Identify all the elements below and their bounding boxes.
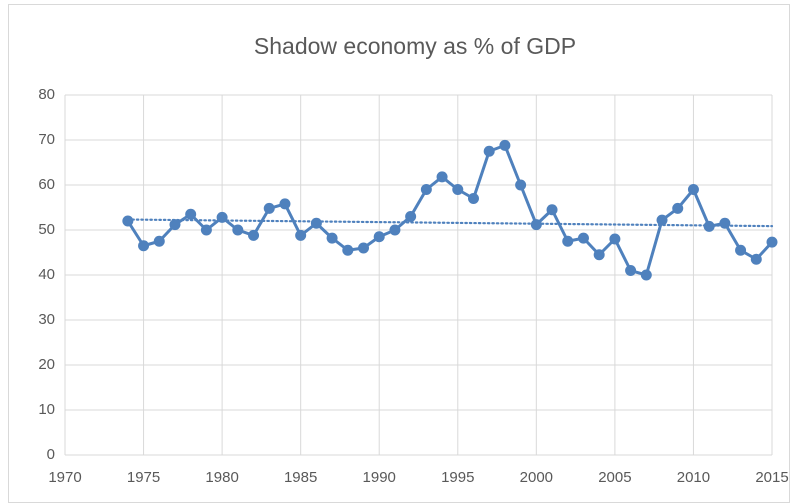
data-point bbox=[358, 242, 370, 254]
data-point bbox=[279, 198, 291, 210]
trendline bbox=[126, 218, 774, 228]
y-tick-label: 10 bbox=[38, 401, 55, 418]
chart-border bbox=[8, 4, 790, 503]
data-point bbox=[405, 211, 417, 222]
x-tick-label: 1995 bbox=[441, 469, 474, 486]
data-point bbox=[295, 229, 307, 241]
y-tick-label: 80 bbox=[38, 86, 55, 103]
data-point bbox=[185, 208, 197, 220]
data-point bbox=[436, 171, 448, 183]
data-point bbox=[703, 220, 715, 232]
x-tick-label: 1975 bbox=[127, 469, 160, 486]
data-point bbox=[200, 224, 212, 236]
data-point bbox=[310, 217, 322, 229]
y-tick-label: 60 bbox=[38, 176, 55, 193]
x-tick-label: 2010 bbox=[677, 469, 710, 486]
data-point bbox=[766, 236, 778, 248]
data-point bbox=[169, 219, 181, 231]
data-point bbox=[593, 249, 605, 261]
y-tick-label: 20 bbox=[38, 356, 55, 373]
data-point bbox=[420, 184, 432, 195]
x-tick-label: 2015 bbox=[755, 469, 788, 486]
x-tick-label: 1970 bbox=[48, 469, 81, 486]
x-tick-label: 2000 bbox=[520, 469, 553, 486]
x-tick-label: 2005 bbox=[598, 469, 631, 486]
data-point bbox=[719, 217, 731, 229]
data-point bbox=[687, 184, 699, 195]
y-tick-label: 30 bbox=[38, 311, 55, 328]
data-point bbox=[373, 231, 385, 243]
data-point bbox=[625, 265, 637, 276]
data-point bbox=[735, 244, 747, 256]
data-point bbox=[138, 240, 150, 252]
x-tick-label: 1985 bbox=[284, 469, 317, 486]
y-tick-label: 50 bbox=[38, 221, 55, 238]
data-point bbox=[153, 235, 165, 247]
data-point bbox=[672, 202, 684, 214]
data-point bbox=[216, 211, 228, 223]
data-point bbox=[326, 232, 338, 244]
data-point bbox=[515, 179, 527, 191]
data-point bbox=[342, 244, 354, 256]
data-point bbox=[452, 184, 464, 195]
data-point bbox=[263, 202, 275, 214]
x-tick-label: 1980 bbox=[205, 469, 238, 486]
data-point bbox=[499, 139, 511, 151]
data-point bbox=[530, 219, 542, 231]
data-point bbox=[609, 233, 621, 245]
data-point bbox=[232, 224, 244, 236]
data-point bbox=[562, 235, 574, 247]
data-point bbox=[656, 214, 668, 226]
data-point bbox=[577, 232, 589, 244]
data-point bbox=[546, 204, 558, 216]
data-point bbox=[389, 224, 401, 236]
chart-title: Shadow economy as % of GDP bbox=[254, 33, 576, 59]
data-point bbox=[122, 215, 134, 227]
data-point bbox=[750, 253, 762, 265]
y-tick-label: 70 bbox=[38, 131, 55, 148]
y-tick-label: 0 bbox=[47, 446, 55, 463]
x-tick-label: 1990 bbox=[363, 469, 396, 486]
data-point bbox=[483, 145, 495, 157]
data-point bbox=[248, 229, 260, 241]
data-point bbox=[640, 269, 652, 281]
y-tick-label: 40 bbox=[38, 266, 55, 283]
data-point bbox=[467, 193, 479, 204]
